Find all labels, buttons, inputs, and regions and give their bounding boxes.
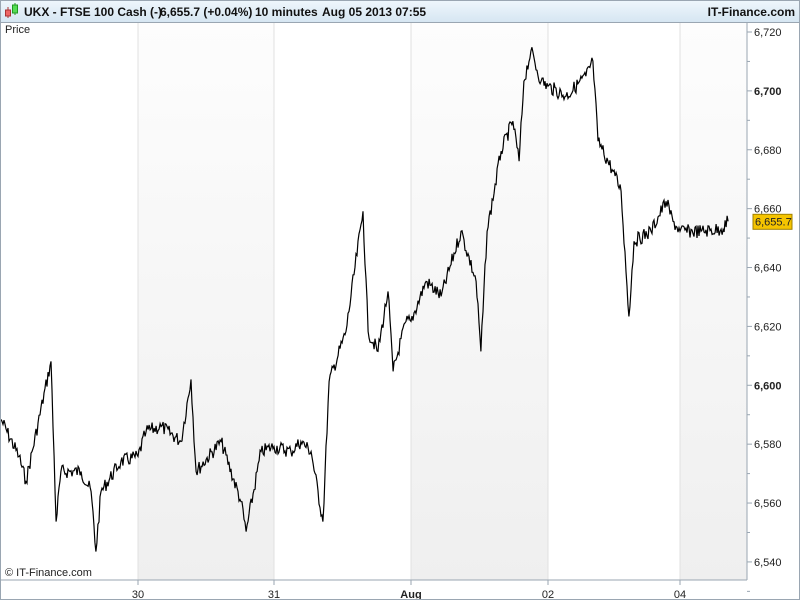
y-tick-label: 6,580 (754, 439, 782, 451)
datetime: Aug 05 2013 07:55 (322, 5, 427, 19)
brand: IT-Finance.com (707, 5, 795, 19)
y-tick-label: 6,600 (754, 380, 782, 392)
session-band (411, 23, 548, 580)
current-price-label: 6,655.7 (755, 216, 792, 228)
y-tick-label: 6,560 (754, 498, 782, 510)
session-band (548, 23, 680, 580)
y-tick-label: 6,640 (754, 263, 782, 275)
x-tick-label: 04 (674, 589, 686, 599)
x-tick-label: 30 (132, 589, 144, 599)
last-price: 6,655.7 (+0.04%) (160, 5, 253, 19)
symbol-title: UKX - FTSE 100 Cash (-) (24, 5, 163, 19)
price-chart[interactable]: Price © IT-Finance.com 6,720 6,700 6,680 6,… (1, 23, 799, 599)
session-band (274, 23, 411, 580)
session-band (680, 23, 747, 580)
chart-header: UKX - FTSE 100 Cash (-) 6,655.7 (+0.04%)… (1, 1, 799, 23)
interval: 10 minutes (255, 5, 318, 19)
x-tick-label: Aug (400, 589, 421, 599)
y-tick-label: 6,660 (754, 204, 782, 216)
session-band (138, 23, 274, 580)
x-tick-label: 31 (268, 589, 280, 599)
y-tick-label: 6,700 (754, 86, 782, 98)
y-tick-label: 6,620 (754, 321, 782, 333)
price-line (1, 47, 729, 552)
session-band (1, 23, 138, 580)
y-tick-label: 6,680 (754, 145, 782, 157)
panel-label: Price (5, 24, 30, 36)
y-tick-label: 6,720 (754, 27, 782, 39)
y-tick-label: 6,540 (754, 557, 782, 569)
current-price-badge: 6,655.7 (752, 213, 793, 230)
x-tick-label: 02 (542, 589, 554, 599)
candlestick-icon (5, 3, 18, 18)
copyright: © IT-Finance.com (5, 567, 92, 579)
